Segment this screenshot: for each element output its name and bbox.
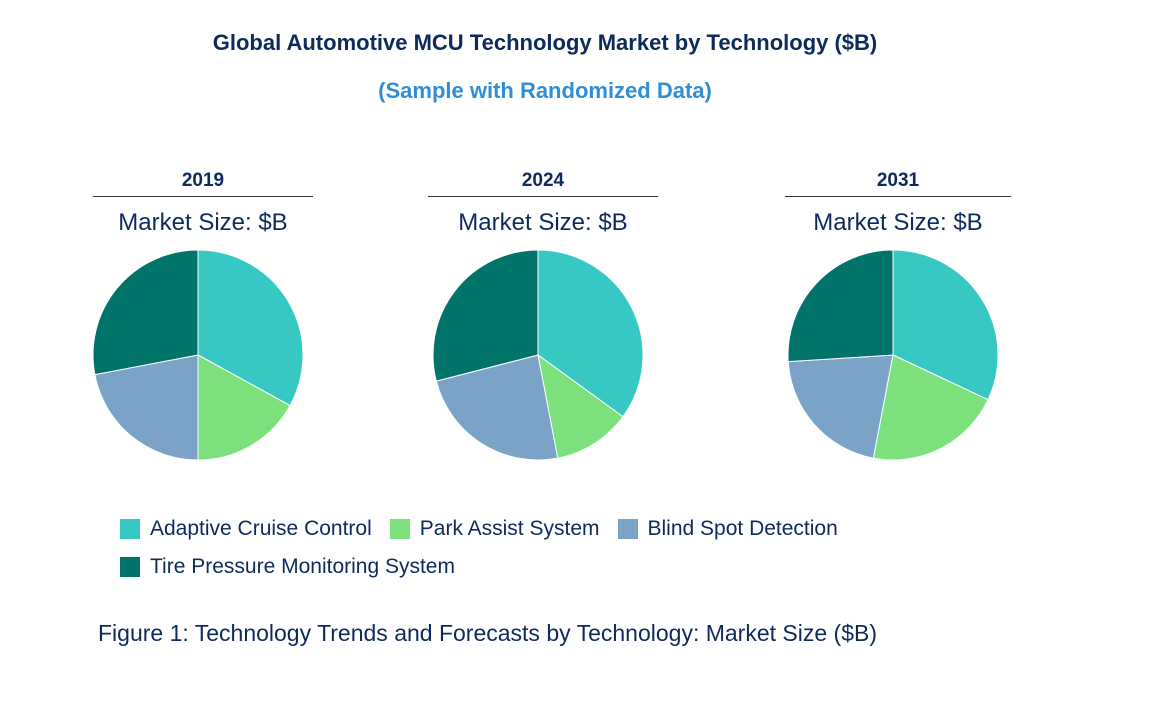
pie-slice-tire-pressure-monitoring-system (787, 249, 894, 363)
pie-year: 2024 (428, 170, 658, 197)
legend-item: Park Assist System (389, 510, 600, 548)
pie-slice-park-assist-system (872, 354, 989, 461)
legend-swatch (389, 519, 410, 539)
legend: Adaptive Cruise Control Park Assist Syste… (120, 510, 980, 586)
pie-slice-tire-pressure-monitoring-system (432, 249, 539, 382)
legend-item: Blind Spot Detection (617, 510, 838, 548)
pie-slice-tire-pressure-monitoring-system (92, 249, 199, 376)
pie-slice-blind-spot-detection (94, 354, 199, 461)
pie-header-2031: 2031 Market Size: $B (785, 170, 1011, 237)
pie-slice-park-assist-system (197, 354, 291, 461)
chart-title: Global Automotive MCU Technology Market … (212, 30, 878, 55)
legend-label: Adaptive Cruise Control (150, 517, 372, 540)
legend-label: Tire Pressure Monitoring System (150, 555, 455, 578)
pie-chart-2019 (92, 249, 304, 461)
legend-item: Tire Pressure Monitoring System (120, 548, 455, 586)
market-size-label: Market Size: $B (458, 209, 628, 236)
legend-swatch (120, 557, 140, 577)
pie-slice-adaptive-cruise-control (892, 249, 999, 401)
pie-year: 2031 (785, 170, 1011, 197)
legend-label: Park Assist System (419, 517, 600, 540)
market-size-label: Market Size: $B (813, 209, 983, 236)
legend-label: Blind Spot Detection (647, 517, 838, 540)
pie-header-2019: 2019 Market Size: $B (93, 170, 313, 237)
figure-caption: Figure 1: Technology Trends and Forecast… (98, 620, 877, 646)
legend-item: Adaptive Cruise Control (120, 510, 372, 548)
legend-swatch (120, 519, 140, 539)
pie-slice-adaptive-cruise-control (537, 249, 644, 418)
market-size-label: Market Size: $B (118, 209, 288, 236)
chart-subtitle: (Sample with Randomized Data) (378, 78, 712, 103)
pie-slice-blind-spot-detection (435, 354, 559, 461)
pie-slice-park-assist-system (537, 353, 624, 459)
pie-header-2024: 2024 Market Size: $B (428, 170, 658, 237)
pie-chart-2024 (432, 249, 644, 461)
pie-slice-adaptive-cruise-control (197, 249, 304, 407)
pie-chart-2031 (787, 249, 999, 461)
pie-slice-blind-spot-detection (787, 354, 894, 459)
legend-swatch (617, 519, 638, 539)
pie-year: 2019 (93, 170, 313, 197)
